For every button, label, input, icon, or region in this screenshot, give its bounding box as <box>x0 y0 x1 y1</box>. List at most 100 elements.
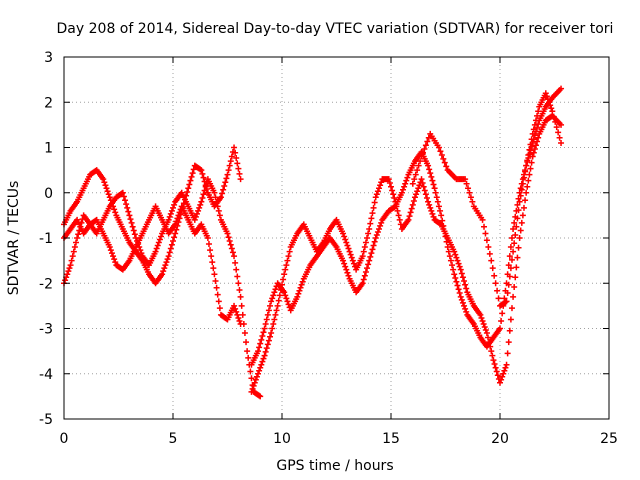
data-point-interp <box>187 177 194 184</box>
data-point-interp <box>428 173 435 180</box>
data-point <box>457 293 464 300</box>
data-point <box>231 302 238 309</box>
data-point-interp <box>518 219 525 226</box>
data-point-interp <box>492 364 499 371</box>
data-point <box>67 262 74 269</box>
data-point-interp <box>263 345 270 352</box>
data-point <box>257 393 264 400</box>
data-point-interp <box>361 272 368 279</box>
data-point-interp <box>199 195 206 202</box>
data-point <box>274 302 281 309</box>
data-point-interp <box>216 212 223 219</box>
data-point-interp <box>65 268 72 275</box>
data-point-interp <box>439 217 446 224</box>
data-point <box>558 85 565 92</box>
data-point-interp <box>234 273 241 280</box>
data-point-interp <box>447 257 454 264</box>
data-point-interp <box>360 276 367 283</box>
data-point-interp <box>498 317 505 324</box>
data-point-interp <box>432 189 439 196</box>
data-point-interp <box>233 266 240 273</box>
data-point-interp <box>131 231 138 238</box>
data-point <box>529 153 536 160</box>
data-point-interp <box>412 171 419 178</box>
data-point <box>185 185 192 192</box>
data-point-interp <box>547 102 554 109</box>
data-point <box>451 248 458 255</box>
data-point-interp <box>485 334 492 341</box>
data-point-interp <box>495 295 502 302</box>
data-point-interp <box>546 99 553 106</box>
data-point <box>523 189 530 196</box>
data-point-interp <box>482 327 489 334</box>
data-point-interp <box>427 204 434 211</box>
data-point <box>510 293 517 300</box>
data-point-interp <box>399 186 406 193</box>
data-point-interp <box>168 241 175 248</box>
data-point-interp <box>413 191 420 198</box>
data-point-interp <box>434 198 441 205</box>
data-point <box>488 257 495 264</box>
data-point-interp <box>209 259 216 266</box>
data-point-interp <box>258 361 265 368</box>
data-point-interp <box>103 185 110 192</box>
data-point-interp <box>512 274 519 281</box>
series-2 <box>61 203 244 327</box>
data-point-interp <box>188 173 195 180</box>
data-point-interp <box>199 170 206 177</box>
data-point <box>418 153 425 160</box>
data-point <box>198 167 205 174</box>
data-point <box>516 235 523 241</box>
data-point-interp <box>297 284 304 291</box>
data-point-interp <box>438 152 445 159</box>
data-point-interp <box>215 207 222 214</box>
data-point-interp <box>368 215 375 222</box>
data-point-interp <box>462 305 469 312</box>
y-axis-label: SDTVAR / TECUs <box>6 181 22 296</box>
data-point-interp <box>221 182 228 189</box>
data-point-interp <box>370 204 377 211</box>
data-point-interp <box>271 289 278 296</box>
data-point-interp <box>130 227 137 234</box>
data-point-interp <box>208 253 215 260</box>
data-point-interp <box>532 142 539 149</box>
data-point-interp <box>186 181 193 188</box>
data-point-interp <box>162 262 169 269</box>
data-point <box>261 352 268 359</box>
data-point-interp <box>463 285 470 292</box>
data-point-interp <box>515 244 522 251</box>
data-point-interp <box>416 182 423 189</box>
data-point-interp <box>388 183 394 190</box>
data-point-interp <box>170 238 176 245</box>
data-point-interp <box>285 301 292 308</box>
data-point-interp <box>407 209 414 216</box>
data-point-interp <box>421 187 428 194</box>
data-point <box>281 271 288 278</box>
data-point-interp <box>461 302 468 309</box>
data-point-interp <box>166 213 173 220</box>
data-point-interp <box>511 219 518 226</box>
data-point <box>244 348 251 355</box>
data-point-interp <box>267 333 274 340</box>
data-point-interp <box>276 292 283 299</box>
data-point-interp <box>482 230 489 237</box>
data-point-interp <box>135 241 142 248</box>
data-point <box>255 370 262 377</box>
data-point-interp <box>462 281 469 288</box>
data-point-interp <box>535 108 542 115</box>
data-point-interp <box>458 270 465 277</box>
data-point <box>198 198 205 205</box>
data-point-interp <box>450 266 457 273</box>
x-tick-label: 25 <box>600 431 618 447</box>
data-point-interp <box>367 253 374 260</box>
data-point <box>224 230 231 237</box>
data-point <box>409 180 416 187</box>
data-point-interp <box>494 372 501 379</box>
data-point-interp <box>200 191 207 198</box>
data-point-interp <box>267 302 274 309</box>
data-point-interp <box>174 215 181 222</box>
data-point-interp <box>196 204 203 211</box>
data-point-interp <box>256 392 263 399</box>
data-point-interp <box>264 341 271 348</box>
data-point-interp <box>373 231 380 238</box>
